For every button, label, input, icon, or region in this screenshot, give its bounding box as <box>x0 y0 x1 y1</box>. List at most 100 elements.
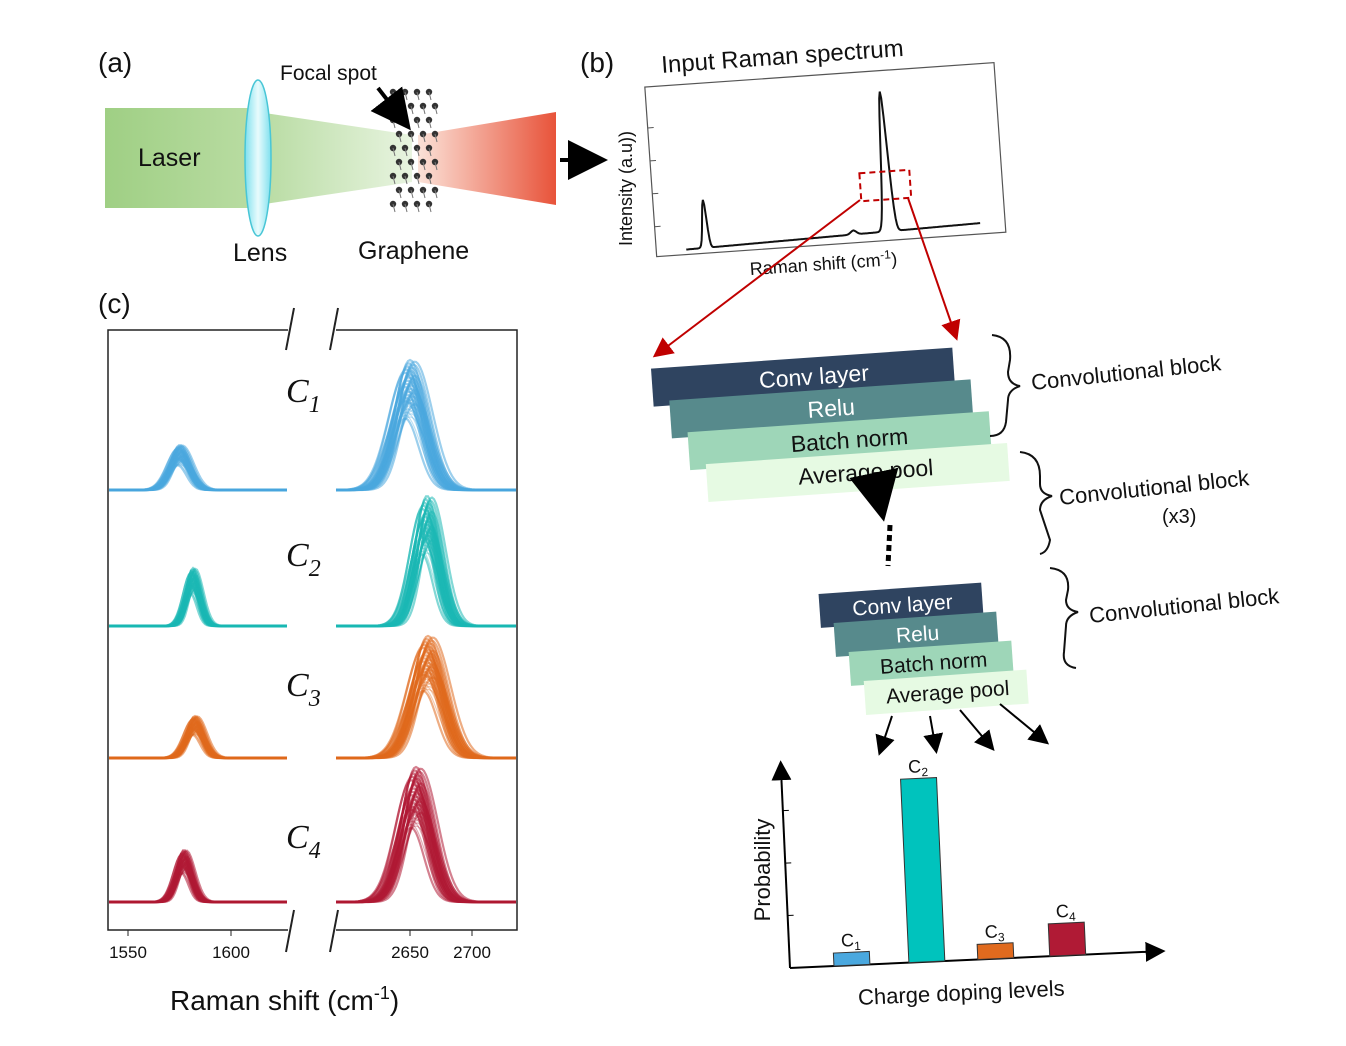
spectrum-trace <box>336 416 516 491</box>
spectrum-trace <box>109 460 287 491</box>
bar-label-sub: 3 <box>998 930 1006 944</box>
chart-xlabel: Charge doping levels <box>857 976 1065 1010</box>
spectrum-trace <box>336 811 516 904</box>
spectrum-trace <box>109 592 287 627</box>
graphene-bond <box>416 119 420 129</box>
spectrum-trace <box>109 870 287 903</box>
spectrum-trace <box>109 868 287 903</box>
spectrum-trace <box>109 591 287 627</box>
spectrum-trace <box>336 547 516 627</box>
spectrum-trace <box>336 822 516 903</box>
brace-label-middle-x3: (x3) <box>1162 506 1196 528</box>
spectrum-frame <box>644 61 1007 258</box>
graphene-bond <box>398 133 402 143</box>
bar-label: C4 <box>1055 901 1076 925</box>
graphene-bond <box>422 161 426 171</box>
spectrum-trace <box>109 871 287 903</box>
spectrum-trace <box>336 549 516 627</box>
spectrum-trace <box>336 678 516 759</box>
panel-label-a: (a) <box>98 47 132 78</box>
graphene-bond <box>416 175 420 185</box>
spectrum-trace <box>336 676 516 760</box>
spectrum-xlabel: Raman shift (cm-1) <box>749 247 898 279</box>
graphene-bond <box>404 175 408 185</box>
scattered-beam <box>418 112 556 205</box>
axis-break-mark <box>329 909 339 953</box>
xtick-label: 2700 <box>453 943 491 962</box>
y-axis <box>771 760 792 969</box>
class-label-sub: 4 <box>309 838 321 864</box>
panel-label-b: (b) <box>580 47 614 78</box>
spectrum-trace <box>336 815 516 903</box>
spectrum-trace <box>336 409 516 491</box>
spectrum-trace <box>109 730 287 759</box>
prob-bar <box>1047 921 1087 957</box>
laser-label: Laser <box>138 144 201 172</box>
down-arrow <box>849 467 899 522</box>
graphene-bond <box>392 147 396 157</box>
brace-label-first: Convolutional block <box>1030 350 1223 395</box>
spectrum-trace <box>109 587 287 627</box>
input-spectrum-line <box>686 91 981 251</box>
ellipsis-dots <box>885 524 893 567</box>
class-spectra-group <box>109 765 516 904</box>
spectrum-trace <box>336 413 516 491</box>
graphene-bond <box>410 133 414 143</box>
spectrum-trace <box>336 825 516 903</box>
graphene-bond <box>416 203 420 213</box>
graphene-bond <box>422 133 426 143</box>
graphene-bond <box>428 175 432 185</box>
axis-break-gap <box>288 308 336 952</box>
class-label-sub: 1 <box>309 392 321 418</box>
spectrum-trace <box>336 679 516 759</box>
xtick-label: 1550 <box>109 943 147 962</box>
class-spectra-group <box>109 495 516 628</box>
relu-label-2: Relu <box>895 622 940 648</box>
spectrum-trace <box>109 589 287 627</box>
graphene-bond <box>410 189 414 199</box>
zoom-region-box <box>858 168 913 203</box>
spectrum-trace <box>109 590 287 627</box>
spectrum-trace <box>109 463 287 491</box>
spectrum-trace <box>336 546 516 627</box>
graphene-bond <box>428 91 432 101</box>
spectrum-trace <box>336 550 516 627</box>
relu-label: Relu <box>807 394 856 423</box>
spectrum-trace <box>336 544 516 627</box>
batch-norm-bar <box>687 411 992 471</box>
spectrum-trace <box>109 866 287 904</box>
conv-block-bottom: Conv layer Relu Batch norm Average pool <box>818 582 1029 715</box>
converging-beam <box>258 112 412 205</box>
spectrum-trace <box>109 733 287 759</box>
spectrum-trace <box>336 542 516 627</box>
axis-break-mark <box>285 307 295 351</box>
spectrum-trace <box>109 733 287 759</box>
spectrum-trace <box>109 731 287 759</box>
average-pool-bar-2 <box>863 669 1029 715</box>
spectrum-trace <box>336 687 516 759</box>
brace-label-last: Convolutional block <box>1088 583 1281 628</box>
graphene-bond <box>398 161 402 171</box>
spectrum-trace <box>109 731 287 759</box>
spectrum-trace <box>109 459 287 492</box>
graphene-bond <box>398 189 402 199</box>
prob-bar <box>900 777 946 964</box>
bar-label-sub: 2 <box>921 765 929 779</box>
laser-beam <box>105 108 253 208</box>
bar-label: C1 <box>841 930 862 954</box>
prob-bar <box>976 942 1015 960</box>
brace-middle <box>1019 451 1053 555</box>
graphene-bond <box>416 91 420 101</box>
graphene-bond <box>410 105 414 115</box>
relu-bar <box>669 379 974 439</box>
bar-label: C3 <box>984 921 1005 945</box>
spectrum-trace <box>109 732 287 759</box>
brace-last <box>1049 567 1079 669</box>
spectrum-trace <box>109 592 287 627</box>
spectrum-trace <box>109 730 287 759</box>
zoom-arrow-right <box>907 197 961 341</box>
spectrum-trace <box>336 552 516 627</box>
xtick-label: 1600 <box>212 943 250 962</box>
spectrum-trace <box>109 588 287 627</box>
lens-icon <box>244 79 272 237</box>
